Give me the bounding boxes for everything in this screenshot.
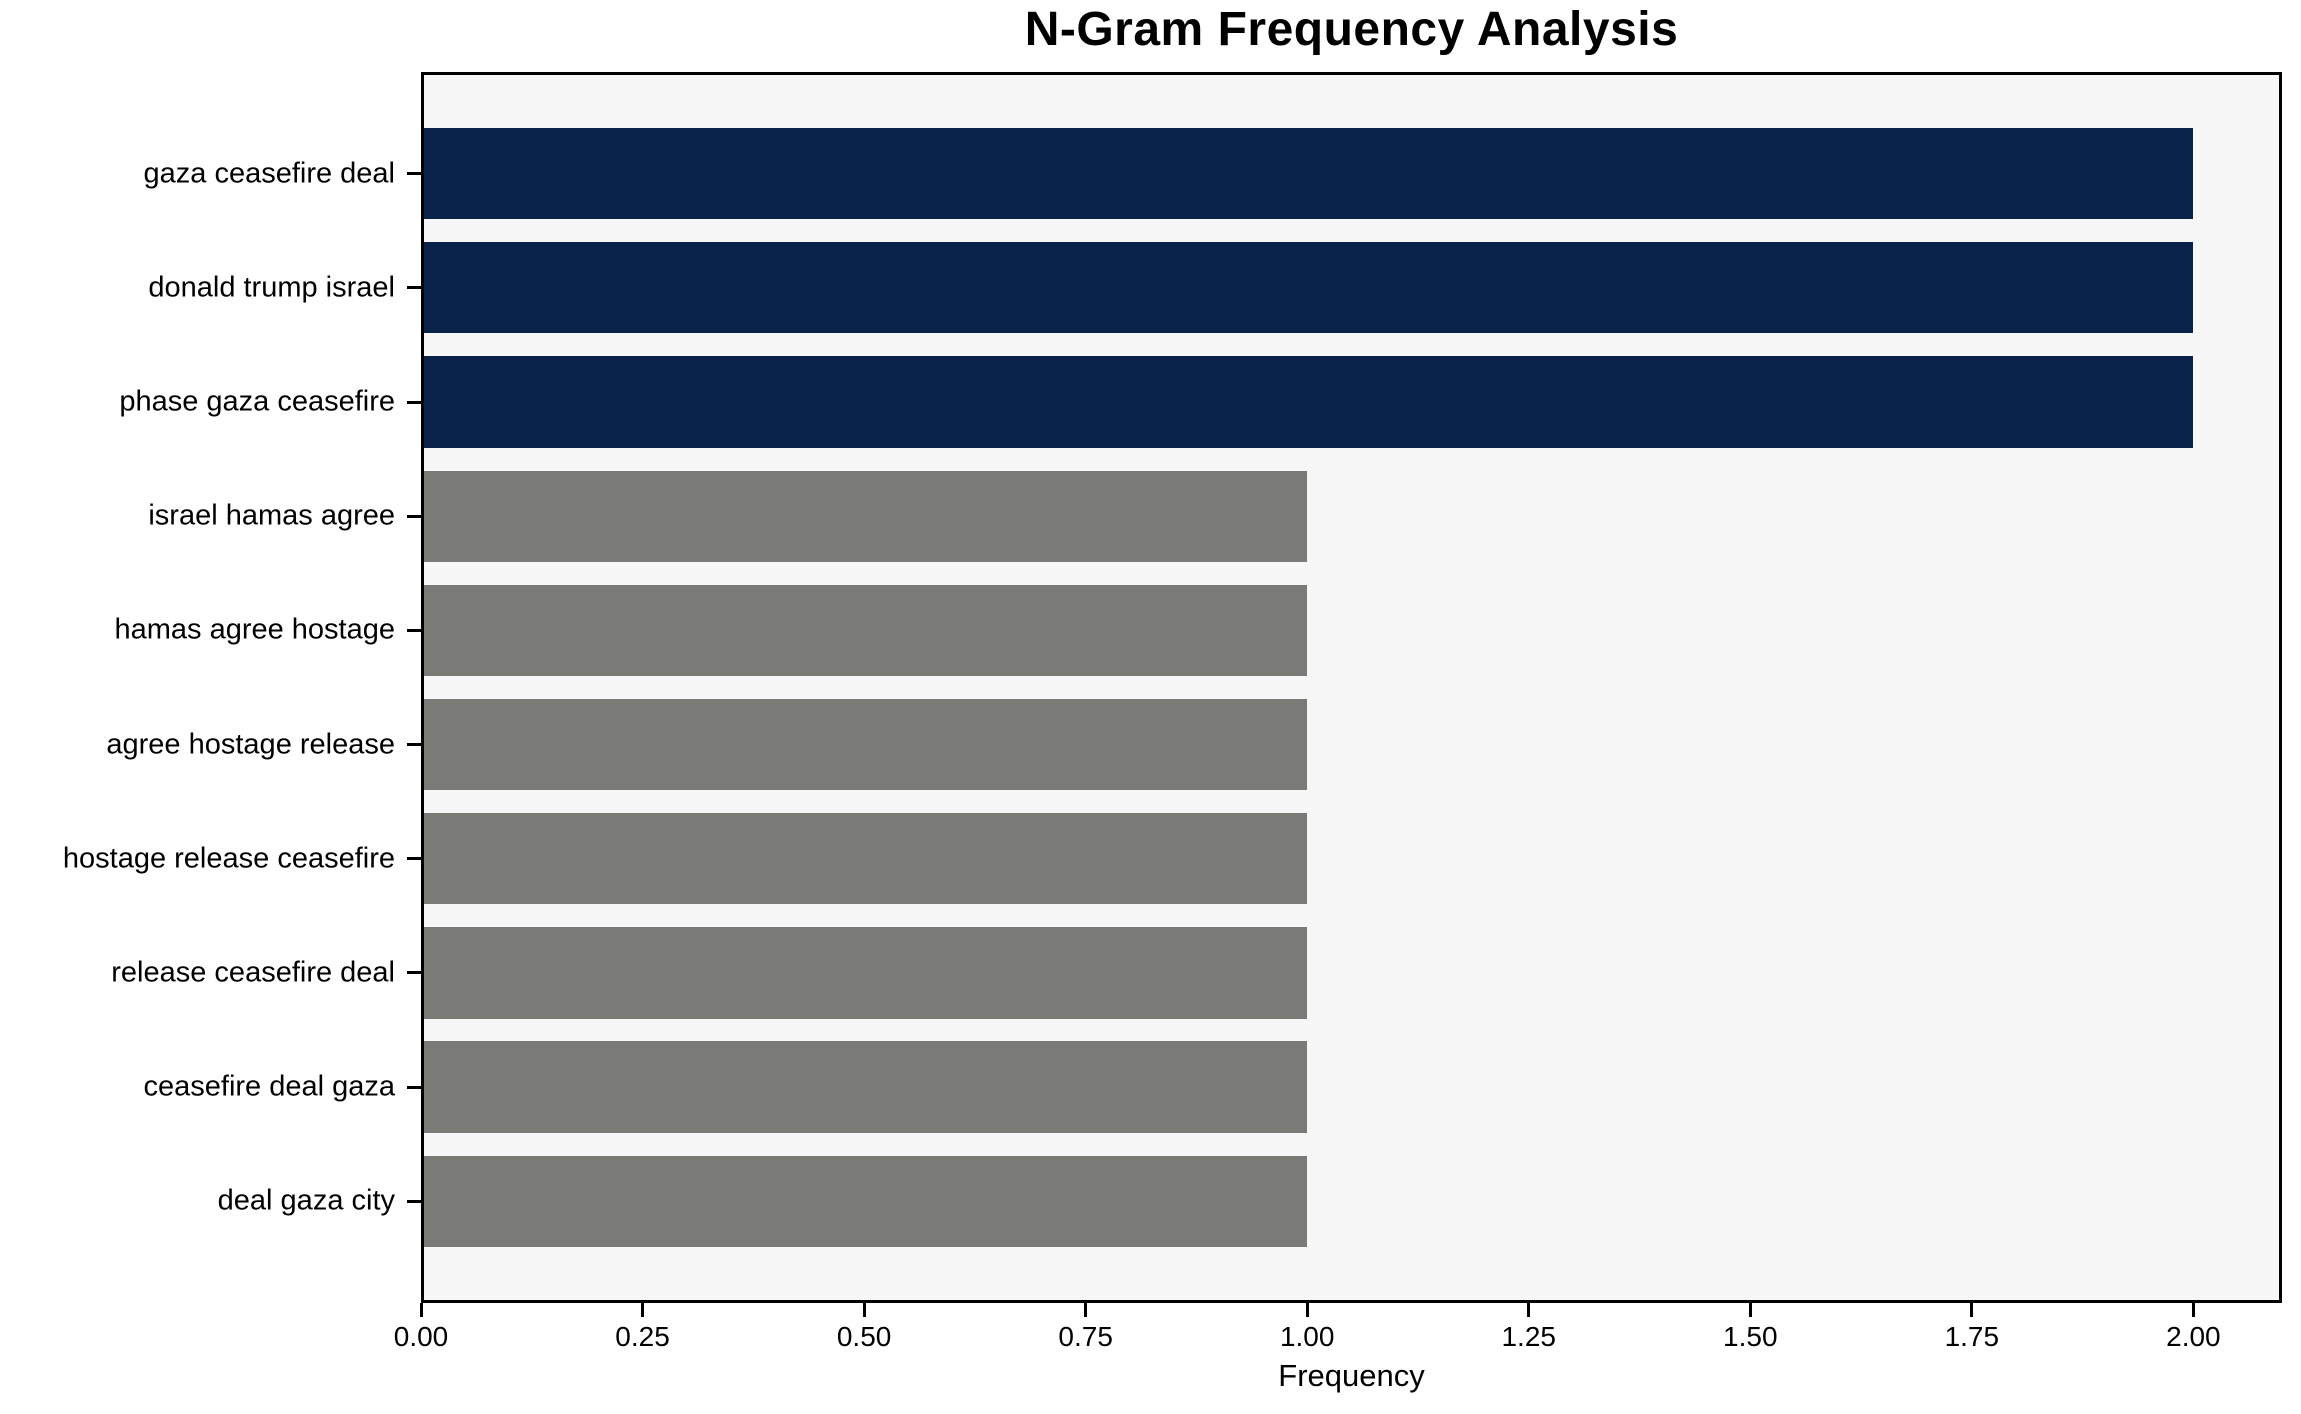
bar bbox=[424, 698, 1308, 791]
y-tick-mark bbox=[407, 514, 421, 518]
x-tick-mark bbox=[862, 1303, 866, 1317]
y-tick-label: agree hostage release bbox=[106, 728, 395, 761]
x-tick-label: 1.75 bbox=[1944, 1321, 2000, 1352]
y-tick-label: gaza ceasefire deal bbox=[143, 157, 396, 190]
chart-title: N-Gram Frequency Analysis bbox=[1024, 3, 1679, 56]
y-tick-label: israel hamas agree bbox=[148, 499, 395, 532]
y-tick-label: hamas agree hostage bbox=[114, 613, 395, 646]
bar bbox=[424, 1155, 1308, 1248]
y-tick-mark bbox=[407, 971, 421, 975]
x-tick-mark bbox=[1748, 1303, 1752, 1317]
x-tick-label: 0.75 bbox=[1058, 1321, 1113, 1352]
x-tick-mark bbox=[1084, 1303, 1088, 1317]
y-tick-label: donald trump israel bbox=[148, 271, 395, 304]
bar bbox=[424, 927, 1308, 1019]
x-tick-label: 1.25 bbox=[1501, 1321, 1556, 1352]
y-tick-mark bbox=[407, 1199, 421, 1203]
bar bbox=[424, 584, 1308, 677]
y-tick-mark bbox=[407, 743, 421, 747]
y-tick-mark bbox=[407, 286, 421, 290]
x-tick-label: 1.00 bbox=[1279, 1321, 1335, 1352]
x-tick-mark bbox=[641, 1303, 645, 1317]
bar bbox=[424, 242, 2194, 334]
y-tick-mark bbox=[407, 628, 421, 632]
bar bbox=[424, 813, 1308, 905]
y-tick-label: hostage release ceasefire bbox=[62, 842, 395, 875]
y-tick-label: phase gaza ceasefire bbox=[119, 385, 395, 418]
y-tick-label: deal gaza city bbox=[217, 1184, 395, 1217]
y-tick-mark bbox=[407, 1085, 421, 1089]
x-tick-label: 0.50 bbox=[836, 1321, 892, 1352]
y-tick-mark bbox=[407, 400, 421, 404]
x-tick-label: 1.50 bbox=[1723, 1321, 1778, 1352]
bar bbox=[424, 470, 1308, 562]
x-tick-mark bbox=[1305, 1303, 1309, 1317]
x-tick-mark bbox=[2191, 1303, 2195, 1317]
y-tick-mark bbox=[407, 172, 421, 176]
x-tick-label: 2.00 bbox=[2166, 1321, 2221, 1352]
x-tick-mark bbox=[1527, 1303, 1531, 1317]
y-tick-label: ceasefire deal gaza bbox=[143, 1070, 396, 1103]
bar bbox=[424, 1041, 1308, 1133]
x-tick-label: 0.25 bbox=[615, 1321, 670, 1352]
x-tick-mark bbox=[1970, 1303, 1974, 1317]
x-tick-mark bbox=[419, 1303, 423, 1317]
bar bbox=[424, 127, 2194, 220]
y-tick-mark bbox=[407, 857, 421, 861]
bar bbox=[424, 356, 2194, 448]
y-tick-label: release ceasefire deal bbox=[111, 956, 395, 989]
x-tick-label: 0.00 bbox=[393, 1321, 449, 1352]
x-axis-label: Frequency bbox=[1278, 1358, 1425, 1393]
